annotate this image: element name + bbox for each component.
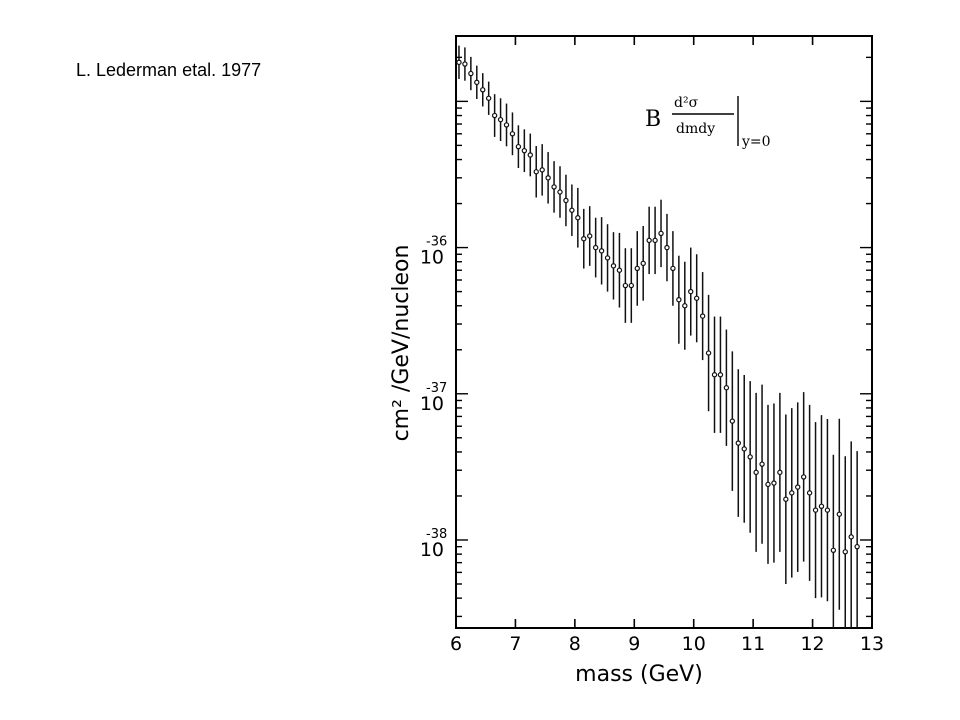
data-point xyxy=(652,237,658,244)
data-point xyxy=(812,507,819,513)
data-point xyxy=(783,496,789,502)
data-point xyxy=(509,131,516,137)
data-point xyxy=(581,236,587,242)
data-point xyxy=(723,385,730,391)
data-point xyxy=(658,230,664,237)
data-point xyxy=(765,481,771,488)
axis-ticks xyxy=(455,36,873,628)
data-point xyxy=(563,197,569,204)
y-tick-label: 10 xyxy=(420,539,444,561)
data-point xyxy=(676,297,682,303)
data-point xyxy=(824,507,831,513)
data-point xyxy=(456,59,462,66)
data-point xyxy=(664,244,670,251)
data-point xyxy=(503,122,510,128)
data-point xyxy=(545,175,551,181)
data-point xyxy=(598,248,605,254)
data-point xyxy=(485,95,492,101)
data-point xyxy=(818,503,825,509)
formula-annotation: B d²σ dmdy y=0 xyxy=(645,95,771,150)
data-point xyxy=(729,418,736,424)
x-tick-label: 8 xyxy=(569,633,581,655)
data-point xyxy=(771,480,777,486)
data-point xyxy=(604,255,611,261)
x-tick-labels: 6 7 8 9 10 11 12 13 xyxy=(450,633,884,655)
data-point xyxy=(515,143,522,150)
data-point xyxy=(557,189,563,195)
data-point xyxy=(628,282,635,289)
data-point xyxy=(646,237,652,244)
data-point xyxy=(575,215,581,221)
data-point xyxy=(533,169,539,175)
data-point xyxy=(480,87,486,93)
data-point xyxy=(474,79,480,86)
data-point xyxy=(795,484,801,490)
data-point xyxy=(854,543,860,550)
data-point xyxy=(527,152,533,158)
x-axis-title: mass (GeV) xyxy=(575,662,703,687)
data-point xyxy=(842,549,848,555)
data-point xyxy=(806,490,813,496)
data-point xyxy=(468,70,474,77)
y-axis-title: cm² /GeV/nucleon xyxy=(389,245,414,442)
data-point xyxy=(693,295,700,301)
data-point xyxy=(830,547,837,553)
formula-denominator: dmdy xyxy=(676,121,715,137)
data-point xyxy=(521,147,528,154)
data-point xyxy=(753,469,759,476)
data-point xyxy=(569,207,575,213)
data-point xyxy=(592,244,599,251)
data-point xyxy=(670,265,676,272)
data-point xyxy=(551,184,557,190)
data-point xyxy=(705,350,712,356)
x-tick-label: 11 xyxy=(741,633,765,655)
data-point xyxy=(789,490,795,496)
data-point xyxy=(800,474,807,480)
data-point xyxy=(747,454,753,460)
data-point xyxy=(741,446,747,452)
data-point xyxy=(634,265,640,272)
y-tick-exponent: -37 xyxy=(426,381,447,396)
data-point xyxy=(848,534,854,540)
data-point xyxy=(682,303,688,309)
data-point xyxy=(497,116,504,123)
slide-title: L. Lederman etal. 1977 xyxy=(76,60,262,80)
data-point xyxy=(491,112,498,119)
data-point xyxy=(836,511,843,517)
y-tick-exponent: -36 xyxy=(426,235,447,250)
formula-numerator: d²σ xyxy=(674,95,699,111)
data-point xyxy=(640,260,646,267)
x-tick-label: 7 xyxy=(509,633,521,655)
x-tick-label: 6 xyxy=(450,633,462,655)
y-tick-exponent: -38 xyxy=(426,527,447,542)
data-point xyxy=(622,282,629,289)
data-point xyxy=(717,372,724,378)
formula-subscript: y=0 xyxy=(741,134,771,150)
x-tick-label: 9 xyxy=(628,633,640,655)
plot-border xyxy=(455,35,873,629)
data-point xyxy=(735,440,741,446)
data-point xyxy=(711,372,718,378)
plot-frame xyxy=(455,35,873,629)
data-point xyxy=(587,233,593,239)
x-tick-label: 10 xyxy=(682,633,706,655)
data-point xyxy=(616,267,623,273)
data-point xyxy=(610,263,617,269)
x-tick-label: 13 xyxy=(860,633,884,655)
data-point xyxy=(699,313,706,319)
data-point xyxy=(539,167,545,173)
x-tick-label: 12 xyxy=(800,633,824,655)
data-point xyxy=(688,288,694,295)
y-tick-label: 10 xyxy=(420,393,444,415)
y-tick-label: 10 xyxy=(420,247,444,269)
formula-prefix: B xyxy=(645,107,661,132)
data-point xyxy=(777,469,783,476)
data-point xyxy=(759,461,765,467)
data-points xyxy=(456,45,860,628)
data-point xyxy=(462,61,468,67)
